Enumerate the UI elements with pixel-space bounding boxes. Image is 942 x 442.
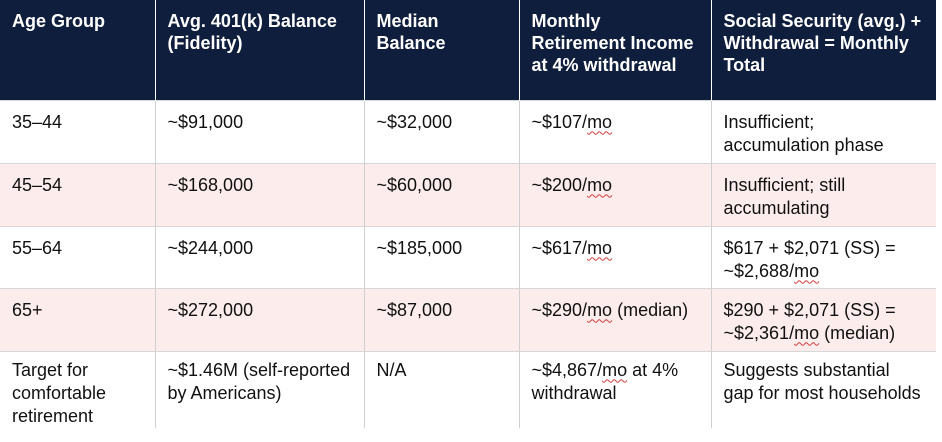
cell-ss-total: Suggests substantial gap for most househ… bbox=[710, 350, 936, 428]
table-row: 45–54 ~$168,000 ~$60,000 ~$200/mo Insuff… bbox=[0, 162, 936, 226]
ss-text: $617 + $2,071 (SS) = ~$2,688/ bbox=[723, 237, 896, 281]
ss-mo: mo bbox=[794, 322, 820, 343]
cell-monthly-income: ~$107/mo bbox=[518, 99, 711, 163]
table-row: 65+ ~$272,000 ~$87,000 ~$290/mo (median)… bbox=[0, 287, 936, 351]
ss-mo: mo bbox=[794, 260, 820, 281]
ss-text: Insufficient; still accumulating bbox=[723, 174, 846, 218]
cell-age: 35–44 bbox=[0, 99, 155, 163]
cell-avg-balance: ~$272,000 bbox=[154, 287, 364, 351]
ss-text: Insufficient; accumulation phase bbox=[723, 111, 884, 155]
cell-avg-balance: ~$168,000 bbox=[154, 162, 364, 226]
header-row: Age Group Avg. 401(k) Balance (Fidelity)… bbox=[0, 0, 936, 100]
cell-age: 55–64 bbox=[0, 225, 155, 288]
monthly-mo: mo bbox=[587, 299, 613, 320]
monthly-suffix: (median) bbox=[612, 299, 689, 320]
ss-text: $290 + $2,071 (SS) = ~$2,361/ bbox=[723, 299, 896, 343]
monthly-mo: mo bbox=[587, 111, 613, 132]
cell-monthly-income: ~$200/mo bbox=[518, 162, 711, 226]
cell-ss-total: $290 + $2,071 (SS) = ~$2,361/mo (median) bbox=[710, 287, 936, 351]
cell-ss-total: $617 + $2,071 (SS) = ~$2,688/mo bbox=[710, 225, 936, 288]
cell-age: 65+ bbox=[0, 287, 155, 351]
cell-median-balance: N/A bbox=[363, 350, 519, 428]
cell-median-balance: ~$60,000 bbox=[363, 162, 519, 226]
monthly-text: ~$4,867/ bbox=[531, 359, 603, 380]
header-age-group: Age Group bbox=[0, 0, 155, 100]
cell-avg-balance: ~$91,000 bbox=[154, 99, 364, 163]
cell-ss-total: Insufficient; still accumulating bbox=[710, 162, 936, 226]
monthly-text: ~$200/ bbox=[531, 174, 588, 195]
retirement-savings-table: Age Group Avg. 401(k) Balance (Fidelity)… bbox=[0, 0, 936, 428]
monthly-text: ~$290/ bbox=[531, 299, 588, 320]
cell-ss-total: Insufficient; accumulation phase bbox=[710, 99, 936, 163]
header-monthly-income: Monthly Retirement Income at 4% withdraw… bbox=[518, 0, 711, 100]
ss-text: Suggests substantial gap for most househ… bbox=[723, 359, 921, 403]
header-avg-balance: Avg. 401(k) Balance (Fidelity) bbox=[154, 0, 364, 100]
monthly-mo: mo bbox=[602, 359, 628, 380]
ss-suffix: (median) bbox=[819, 322, 896, 343]
header-ss-total: Social Security (avg.) + Withdrawal = Mo… bbox=[710, 0, 936, 100]
header-median-balance: Median Balance bbox=[363, 0, 519, 100]
cell-avg-balance: ~$1.46M (self-reported by Americans) bbox=[154, 350, 364, 428]
monthly-text: ~$617/ bbox=[531, 237, 588, 258]
cell-median-balance: ~$185,000 bbox=[363, 225, 519, 288]
cell-avg-balance: ~$244,000 bbox=[154, 225, 364, 288]
cell-monthly-income: ~$290/mo (median) bbox=[518, 287, 711, 351]
table-row: 55–64 ~$244,000 ~$185,000 ~$617/mo $617 … bbox=[0, 225, 936, 288]
cell-monthly-income: ~$617/mo bbox=[518, 225, 711, 288]
monthly-mo: mo bbox=[587, 237, 613, 258]
monthly-suffix: at 4% withdrawal bbox=[531, 359, 679, 403]
cell-monthly-income: ~$4,867/mo at 4% withdrawal bbox=[518, 350, 711, 428]
monthly-text: ~$107/ bbox=[531, 111, 588, 132]
monthly-mo: mo bbox=[587, 174, 613, 195]
cell-median-balance: ~$32,000 bbox=[363, 99, 519, 163]
table-row: 35–44 ~$91,000 ~$32,000 ~$107/mo Insuffi… bbox=[0, 99, 936, 163]
cell-age: 45–54 bbox=[0, 162, 155, 226]
table-row: Target for comfortable retirement ~$1.46… bbox=[0, 350, 936, 428]
cell-age: Target for comfortable retirement bbox=[0, 350, 155, 428]
cell-median-balance: ~$87,000 bbox=[363, 287, 519, 351]
